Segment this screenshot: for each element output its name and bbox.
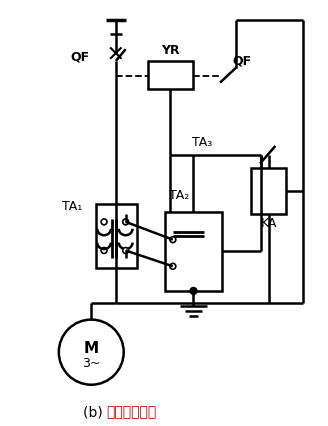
Circle shape [101, 219, 107, 225]
Circle shape [190, 288, 197, 295]
Bar [96, 204, 137, 269]
Text: M: M [84, 340, 99, 355]
Circle shape [170, 264, 176, 270]
Text: QF: QF [70, 50, 89, 63]
Circle shape [101, 248, 107, 254]
Bar [252, 168, 286, 214]
Text: YR: YR [161, 44, 180, 57]
Bar [165, 213, 222, 291]
Text: 两相电流差式: 两相电流差式 [106, 404, 156, 418]
Circle shape [123, 219, 129, 225]
Text: KA: KA [260, 216, 277, 229]
Circle shape [59, 320, 124, 385]
Text: 3~: 3~ [82, 356, 100, 368]
Text: (b): (b) [83, 404, 108, 418]
Text: TA₁: TA₁ [62, 199, 82, 213]
Text: TA₂: TA₂ [169, 189, 189, 202]
Text: TA₃: TA₃ [192, 135, 212, 149]
Circle shape [123, 248, 129, 254]
Circle shape [170, 237, 176, 243]
Bar [148, 62, 193, 89]
Text: QF: QF [233, 55, 252, 68]
